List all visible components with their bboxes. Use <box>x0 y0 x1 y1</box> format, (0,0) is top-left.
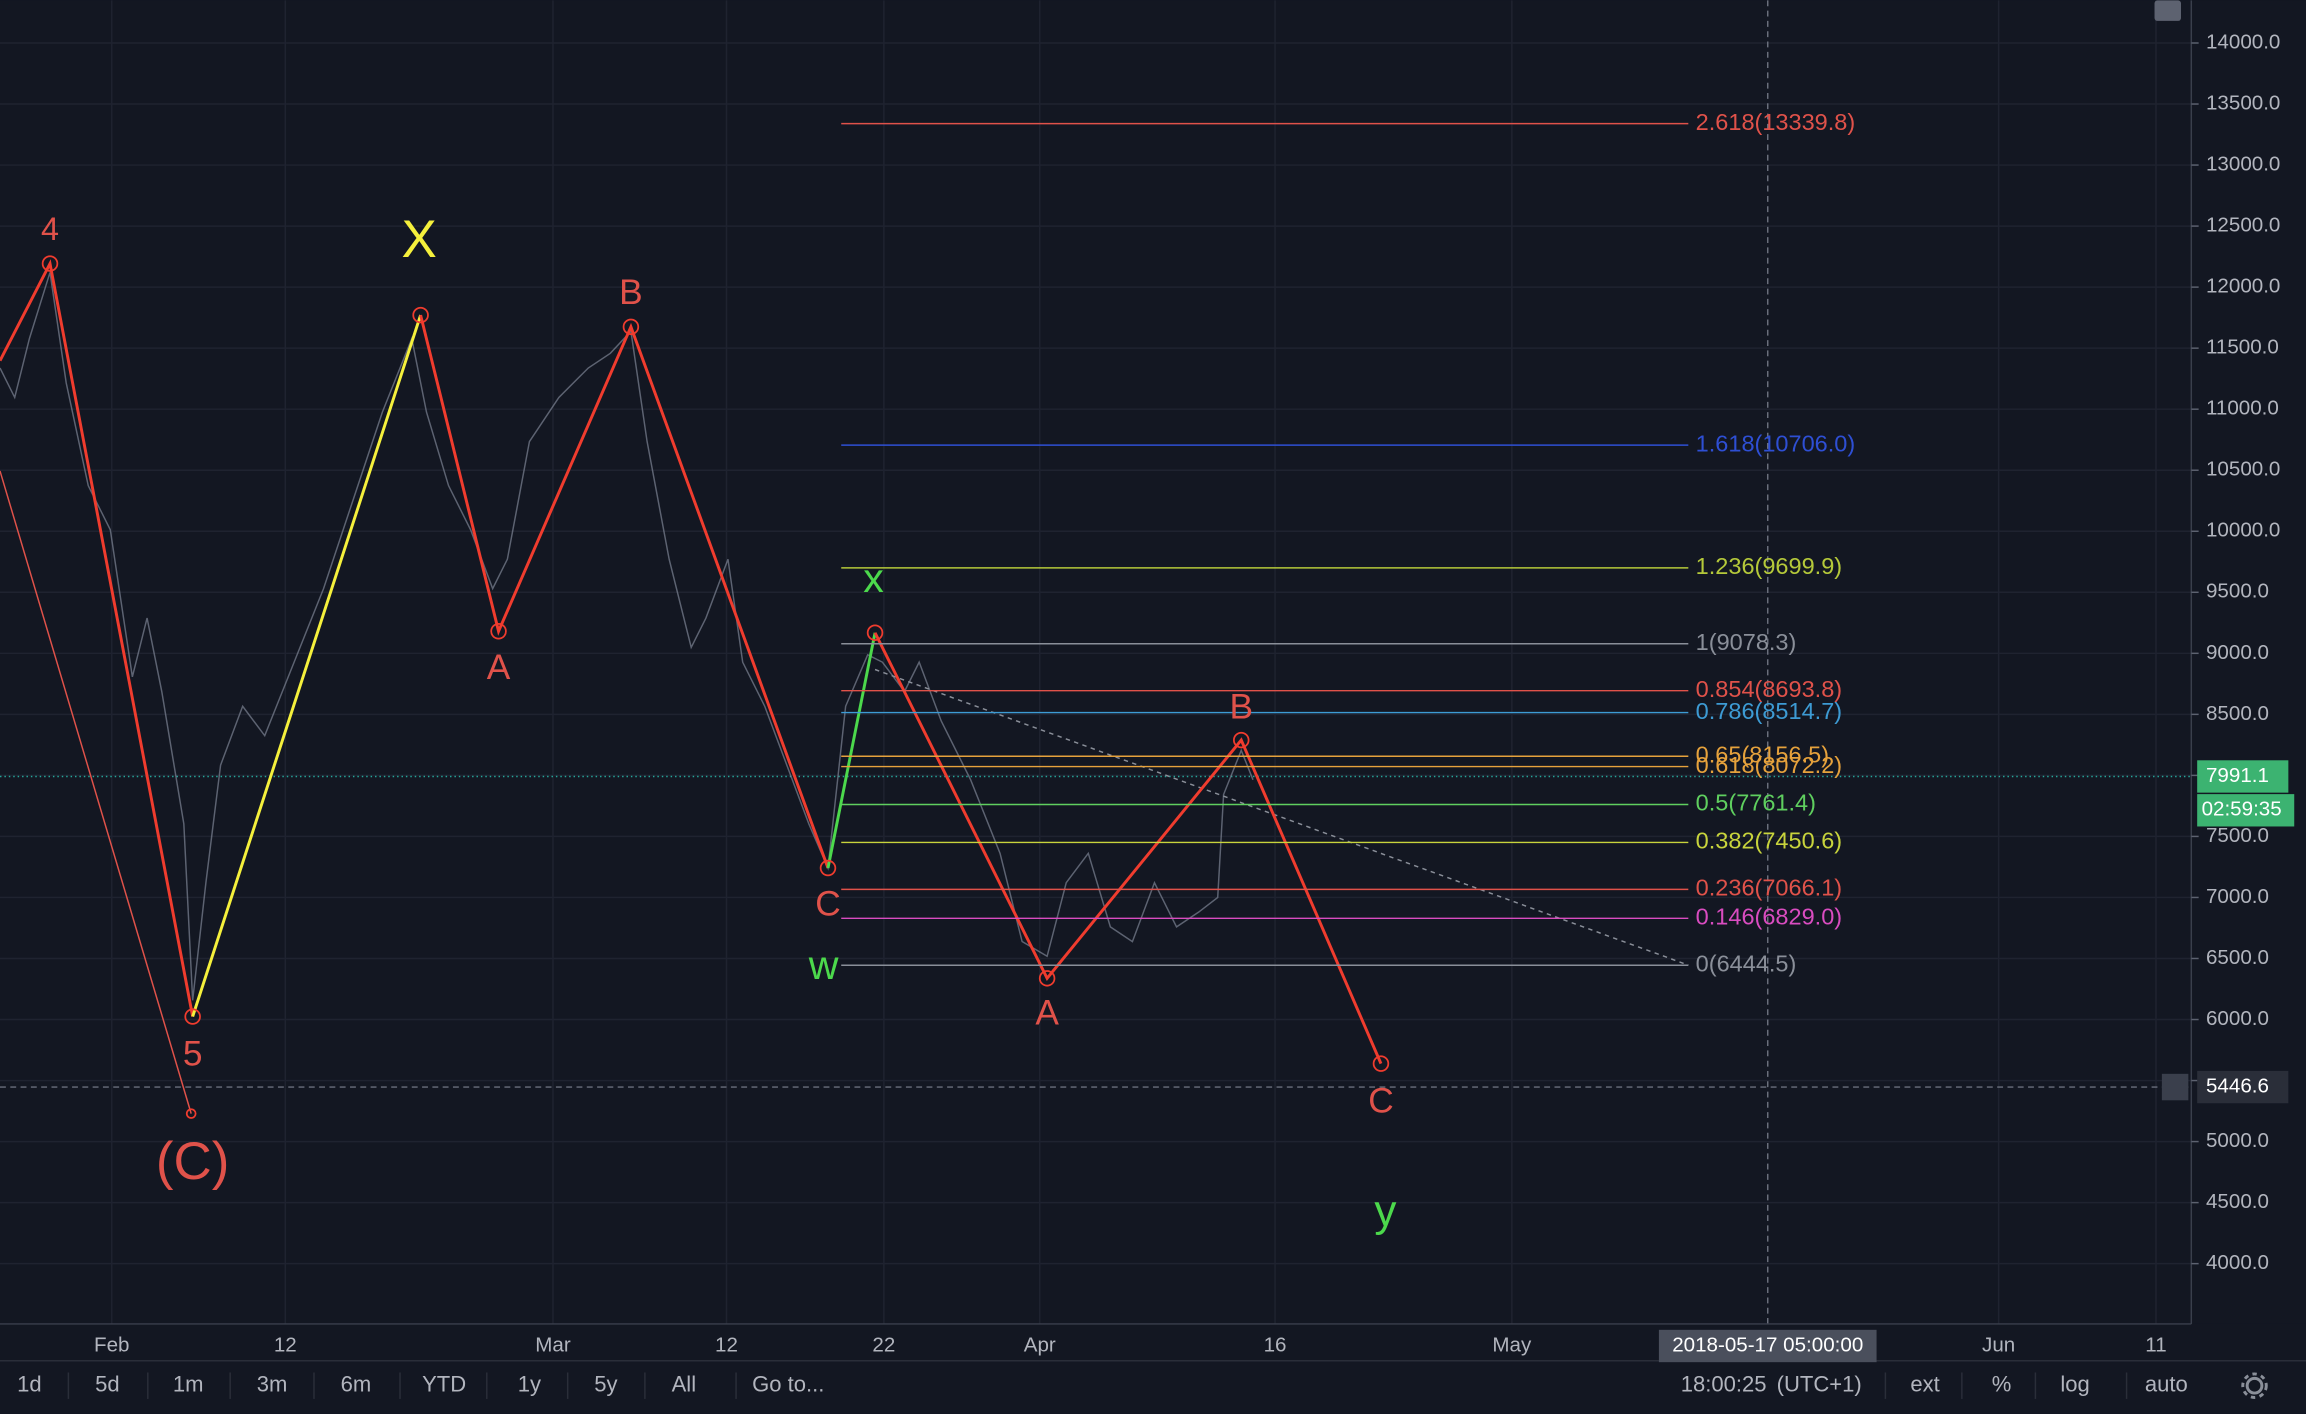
fib-label: 1.618(10706.0) <box>1696 430 1856 456</box>
wave-label: B <box>619 273 643 312</box>
price-tick-label: 8500.0 <box>2206 702 2269 725</box>
axes: 14000.013500.013000.012500.012000.011500… <box>94 30 2295 1363</box>
scroll-button[interactable] <box>2154 0 2181 21</box>
wave-points <box>41 255 1390 1119</box>
wave-line <box>826 632 877 869</box>
fib-label: 0.382(7450.6) <box>1696 828 1842 854</box>
range-button[interactable]: 1y <box>518 1372 541 1397</box>
price-axis <box>2191 0 2306 1324</box>
price-tick-label: 10500.0 <box>2206 458 2280 481</box>
wave-label: 5 <box>183 1035 203 1074</box>
price-tick-label: 14000.0 <box>2206 30 2280 53</box>
last-price-box <box>2197 760 2289 793</box>
price-path <box>0 272 1254 1001</box>
wave-label: y <box>1374 1186 1396 1235</box>
price-tick-label: 12000.0 <box>2206 275 2280 298</box>
add-button[interactable] <box>2161 1073 2189 1101</box>
wave-label: A <box>1035 993 1059 1032</box>
option-button[interactable]: log <box>2060 1372 2089 1397</box>
fib-levels: 2.618(13339.8) 1.618(10706.0) 1.236(9699.9… <box>841 109 1856 976</box>
range-button[interactable]: 1m <box>173 1372 204 1397</box>
option-button[interactable]: auto <box>2145 1372 2188 1397</box>
trend-line <box>874 668 1689 966</box>
wave-label: A <box>487 648 511 687</box>
price-tick-label: 5000.0 <box>2206 1129 2269 1152</box>
range-button[interactable]: Go to... <box>752 1372 824 1397</box>
range-button[interactable]: 5y <box>594 1372 617 1397</box>
fib-label: 0.5(7761.4) <box>1696 790 1816 816</box>
range-button[interactable]: YTD <box>422 1372 466 1397</box>
wave-label: B <box>1229 688 1253 727</box>
wave-line <box>419 314 830 869</box>
crosshair-time: 2018-05-17 05:00:00 <box>1672 1333 1863 1356</box>
fib-label: 0.786(8514.7) <box>1696 698 1842 724</box>
range-button[interactable]: 5d <box>95 1372 120 1397</box>
wave-line <box>191 314 423 1018</box>
range-button[interactable]: 1d <box>17 1372 42 1397</box>
price-tick-label: 4000.0 <box>2206 1251 2269 1274</box>
price-tick-label: 9500.0 <box>2206 580 2269 603</box>
wave-label: X <box>401 210 436 269</box>
wave-label: C <box>1368 1082 1393 1121</box>
wave-label: 4 <box>41 211 59 247</box>
fib-label: 0.65(8156.5) <box>1696 742 1829 768</box>
time-tick-label: 12 <box>274 1333 297 1356</box>
price-tick-label: 9000.0 <box>2206 641 2269 664</box>
price-tick-label: 10000.0 <box>2206 519 2280 542</box>
timezone[interactable]: (UTC+1) <box>1777 1372 1862 1397</box>
wave-line <box>873 632 1383 1065</box>
time-tick-label: Feb <box>94 1333 129 1356</box>
countdown: 02:59:35 <box>2202 798 2282 821</box>
price-tick-label: 11000.0 <box>2206 397 2279 420</box>
fib-label: 0.854(8693.8) <box>1696 676 1842 702</box>
price-tick-label: 11500.0 <box>2206 336 2279 359</box>
fib-label: 0(6444.5) <box>1696 950 1797 976</box>
wave-label: C <box>815 885 840 924</box>
toolbar: 1d 5d 1m 3m 6m YTD 1y 5y All Go to... 18:00:25 (UTC… <box>17 1372 2188 1399</box>
fib-label: 0.146(6829.0) <box>1696 904 1842 930</box>
price-tick-label: 13500.0 <box>2206 91 2280 114</box>
fib-label: 0.236(7066.1) <box>1696 875 1842 901</box>
price-tick-label: 7000.0 <box>2206 885 2269 908</box>
fib-label: 0.618(8072.2) <box>1696 752 1842 778</box>
price-tick-label: 4500.0 <box>2206 1190 2269 1213</box>
grid <box>0 0 2192 1324</box>
fib-label: 1(9078.3) <box>1696 629 1797 655</box>
time-tick-label: May <box>1492 1333 1532 1356</box>
wave-label: w <box>808 942 839 988</box>
time-tick-label: Jun <box>1982 1333 2015 1356</box>
wave-line <box>0 259 195 1017</box>
countdown-box <box>2197 794 2295 827</box>
clock: 18:00:25 <box>1681 1372 1767 1397</box>
crosshair-time-box <box>1658 1329 1877 1363</box>
wave-label: (C) <box>156 1132 230 1191</box>
price-tick-label: 7500.0 <box>2206 824 2269 847</box>
option-button[interactable]: ext <box>1910 1372 1939 1397</box>
settings-icon[interactable] <box>2241 1372 2268 1399</box>
last-price: 7991.1 <box>2206 764 2269 787</box>
crosshair-price: 5446.6 <box>2206 1075 2269 1098</box>
time-tick-label: Apr <box>1024 1333 1056 1356</box>
time-tick-label: 22 <box>872 1333 895 1356</box>
fib-label: 1.236(9699.9) <box>1696 553 1842 579</box>
trend-line <box>0 470 192 1114</box>
wave-labels: 4 X B A 5 (C) x Cw A B Cy <box>41 210 1396 1235</box>
crosshair-price-box <box>2197 1070 2289 1104</box>
time-tick-label: Mar <box>535 1333 571 1356</box>
option-button[interactable]: % <box>1992 1372 2012 1397</box>
range-button[interactable]: 3m <box>257 1372 288 1397</box>
wave-label: x <box>863 555 884 601</box>
time-tick-label: 16 <box>1264 1333 1287 1356</box>
time-tick-label: 11 <box>2145 1333 2166 1356</box>
price-tick-label: 6500.0 <box>2206 946 2269 969</box>
time-tick-label: 12 <box>715 1333 738 1356</box>
range-button[interactable]: All <box>672 1372 697 1397</box>
price-tick-label: 13000.0 <box>2206 152 2280 175</box>
price-tick-label: 6000.0 <box>2206 1007 2269 1030</box>
fib-label: 2.618(13339.8) <box>1696 109 1856 135</box>
price-tick-label: 12500.0 <box>2206 214 2280 237</box>
range-button[interactable]: 6m <box>341 1372 372 1397</box>
